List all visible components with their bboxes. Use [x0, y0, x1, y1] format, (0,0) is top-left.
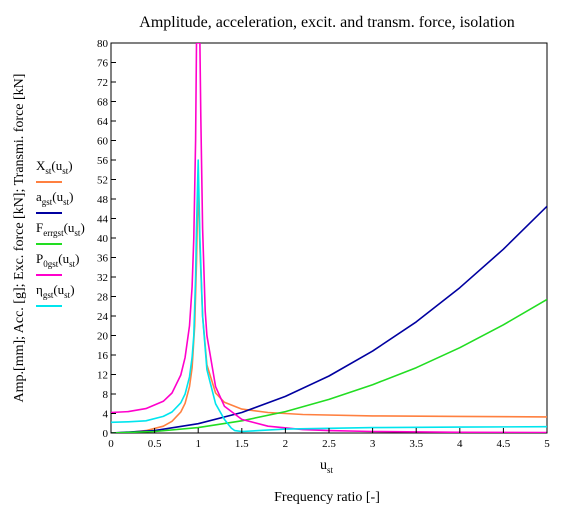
y-tick-label: 56	[97, 155, 109, 167]
legend-item-2: Ferrgst(ust)	[36, 220, 85, 245]
legend-label: Xst(ust)	[36, 158, 73, 176]
x-axis-variable: ust	[320, 458, 334, 475]
legend: Xst(ust) agst(ust) Ferrgst(ust) P0gst(ust) η…	[36, 158, 85, 307]
x-axis: 0 0.5 1 1.5 2 2.5 3 3.5 4 4.5 5	[108, 428, 550, 450]
x-tick-label: 2	[283, 438, 289, 450]
legend-item-0: Xst(ust)	[36, 158, 73, 183]
y-tick-label: 68	[97, 97, 109, 109]
y-tick-label: 32	[97, 272, 108, 284]
x-tick-label: 4	[457, 438, 463, 450]
legend-item-4: ηgst(ust)	[36, 282, 75, 307]
legend-item-1: agst(ust)	[36, 189, 74, 214]
y-tick-label: 60	[97, 136, 109, 148]
y-tick-label: 4	[103, 409, 109, 421]
x-tick-label: 5	[544, 438, 550, 450]
y-tick-label: 16	[97, 350, 109, 362]
y-tick-label: 72	[97, 77, 108, 89]
series-layer	[111, 43, 547, 433]
x-tick-label: 0	[108, 438, 114, 450]
legend-label: agst(ust)	[36, 189, 74, 207]
x-tick-label: 0.5	[148, 438, 162, 450]
x-tick-label: 3	[370, 438, 376, 450]
series-line-0	[111, 178, 547, 433]
x-tick-label: 1	[195, 438, 201, 450]
y-tick-label: 28	[97, 292, 109, 304]
y-axis-label: Amp.[mm]; Acc. [g]; Exc. force [kN]; Tra…	[12, 74, 27, 403]
y-tick-label: 0	[103, 428, 109, 440]
y-tick-label: 40	[97, 233, 109, 245]
legend-item-3: P0gst(ust)	[36, 251, 79, 276]
y-tick-label: 64	[97, 116, 109, 128]
series-line-3	[111, 43, 547, 433]
y-tick-label: 52	[97, 175, 108, 187]
y-tick-label: 20	[97, 331, 109, 343]
legend-label: ηgst(ust)	[36, 282, 75, 300]
chart-title: Amplitude, acceleration, excit. and tran…	[139, 14, 514, 31]
y-tick-label: 76	[97, 58, 109, 70]
y-tick-label: 44	[97, 214, 109, 226]
y-tick-label: 36	[97, 253, 109, 265]
series-line-1	[111, 205, 547, 433]
y-tick-label: 24	[97, 311, 109, 323]
x-tick-label: 2.5	[322, 438, 336, 450]
x-tick-label: 1.5	[235, 438, 249, 450]
y-tick-label: 80	[97, 38, 109, 50]
x-axis-label: Frequency ratio [-]	[274, 490, 380, 505]
y-tick-label: 8	[103, 389, 109, 401]
series-line-2	[111, 298, 547, 433]
y-tick-label: 48	[97, 194, 109, 206]
legend-label: P0gst(ust)	[36, 251, 79, 269]
series-line-4	[111, 159, 547, 433]
x-tick-label: 3.5	[409, 438, 423, 450]
legend-label: Ferrgst(ust)	[36, 220, 85, 238]
x-tick-label: 4.5	[497, 438, 511, 450]
plot-frame	[110, 42, 548, 434]
y-tick-label: 12	[97, 370, 108, 382]
